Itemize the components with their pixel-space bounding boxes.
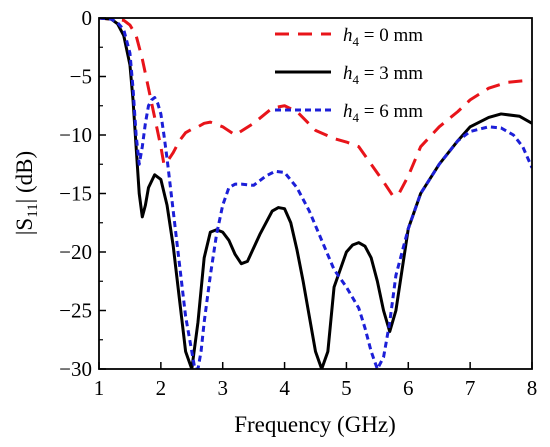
y-tick-label: −20	[59, 240, 92, 264]
x-tick-label: 5	[341, 376, 352, 400]
x-tick-label: 7	[465, 376, 476, 400]
y-axis-title-post: | (dB)	[12, 151, 37, 204]
y-tick-label: −25	[59, 299, 92, 323]
y-axis-title: |S11| (dB)	[12, 151, 41, 235]
x-tick-label: 1	[94, 376, 105, 400]
series-line-1	[99, 18, 532, 198]
ticks-layer: 1 2 3 4 5 6 7 8 0 −5 −10 −15 −20 −25 −30	[59, 6, 537, 400]
legend-label-3: h4 = 6 mm	[343, 101, 423, 125]
x-tick-label: 6	[403, 376, 414, 400]
legend: h4 = 0 mm h4 = 3 mm h4 = 6 mm	[275, 25, 423, 125]
y-tick-label: 0	[82, 6, 93, 30]
svg-text:|S11| (dB): |S11| (dB)	[12, 151, 41, 235]
y-tick-label: −30	[59, 357, 92, 381]
y-axis-title-pre: |S	[12, 218, 37, 235]
series-line-3	[99, 18, 532, 369]
y-tick-label: −15	[59, 182, 92, 206]
x-axis-title: Frequency (GHz)	[234, 412, 396, 437]
x-tick-label: 8	[527, 376, 538, 400]
series-line-2	[99, 18, 532, 369]
x-tick-label: 3	[217, 376, 228, 400]
series-layer	[99, 18, 532, 369]
y-axis-title-sub: 11	[25, 203, 41, 217]
x-tick-label: 2	[156, 376, 167, 400]
y-tick-label: −5	[70, 65, 92, 89]
y-tick-label: −10	[59, 123, 92, 147]
x-tick-label: 4	[279, 376, 290, 400]
legend-label-2: h4 = 3 mm	[343, 63, 423, 87]
legend-label-1: h4 = 0 mm	[343, 25, 423, 49]
